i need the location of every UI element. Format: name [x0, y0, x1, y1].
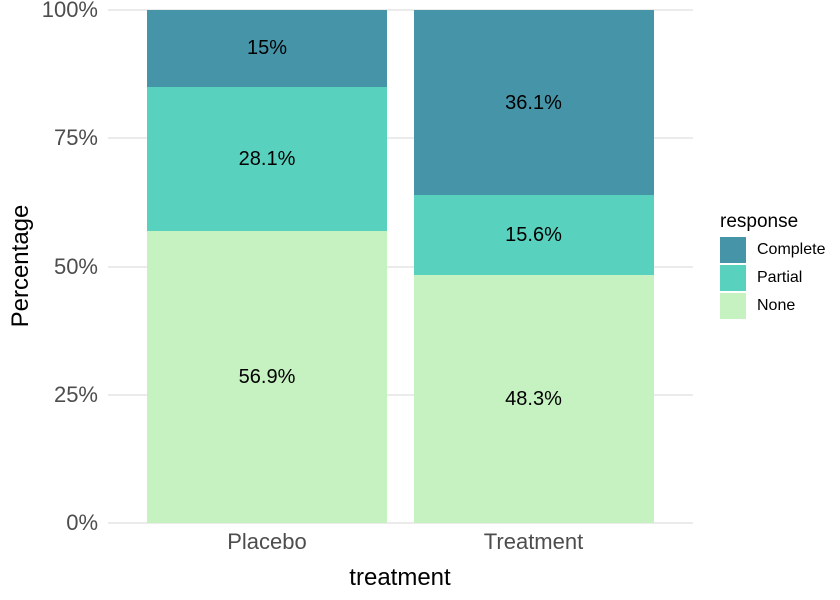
bar-value-label: 15.6%	[505, 224, 562, 247]
bar-segment-placebo-none	[147, 231, 387, 523]
legend-item-label: None	[757, 297, 796, 314]
legend: response Complete Partial None	[720, 211, 825, 321]
legend-item-partial: Partial	[720, 265, 825, 291]
gridline-75	[108, 137, 693, 140]
bar-value-label: 56.9%	[238, 366, 296, 389]
legend-items: Complete Partial None	[720, 237, 825, 319]
legend-key-swatch	[720, 237, 746, 263]
bar-value-label: 28.1%	[238, 148, 296, 171]
bar-value-label: 48.3%	[505, 388, 562, 411]
gridline-0	[108, 522, 693, 524]
bar-segment-treatment-partial	[413, 195, 654, 276]
gridline-25	[108, 393, 693, 396]
x-axis-title: treatment	[349, 564, 451, 591]
bar-segment-treatment-none	[413, 275, 654, 523]
legend-title: response	[720, 211, 799, 232]
y-axis-tick-label: 50%	[53, 253, 98, 279]
gridline-100	[108, 9, 693, 11]
legend-item-complete: Complete	[720, 237, 825, 263]
y-axis-tick-label: 25%	[53, 381, 98, 407]
x-axis-tick-label-treatment: Treatment	[483, 529, 584, 554]
legend-item-label: Complete	[757, 241, 826, 258]
bar-segment-placebo-complete	[147, 10, 387, 87]
bar-value-label: 15%	[246, 37, 288, 60]
legend-item-none: None	[720, 293, 825, 319]
bar-value-label: 36.1%	[505, 91, 562, 114]
y-axis-tick-label: 100%	[41, 0, 98, 22]
legend-key-swatch	[720, 265, 746, 291]
bar-segment-placebo-partial	[147, 86, 387, 232]
bar-segment-treatment-complete	[413, 10, 654, 196]
y-axis-tick-label: 0%	[66, 510, 98, 535]
legend-key-swatch	[720, 293, 746, 319]
x-axis-tick-label-placebo: Placebo	[227, 529, 307, 554]
y-axis-tick-label: 75%	[53, 125, 98, 151]
gridline-50	[108, 265, 693, 268]
legend-item-label: Partial	[757, 269, 803, 286]
